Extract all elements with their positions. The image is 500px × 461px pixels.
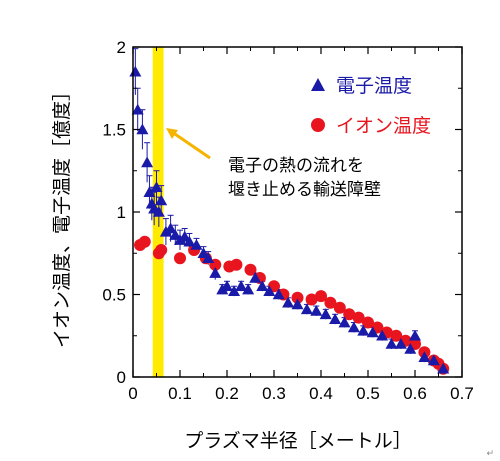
ion-temperature-point [305, 293, 318, 306]
electron-temperature-point [310, 305, 323, 316]
electron-temperature-point [190, 239, 203, 250]
electron-temperature-point [338, 316, 351, 328]
electron-temperature-point [235, 280, 248, 292]
ion-temperature-point [230, 258, 243, 271]
x-tick-label: 0.5 [356, 384, 380, 403]
annotation-line-1: 電子の熱の流れを [228, 156, 364, 176]
electron-temperature-point [418, 351, 431, 362]
electron-temperature-point [221, 280, 233, 292]
electron-temperature-point [164, 222, 177, 234]
points-layer [129, 65, 450, 375]
electron-temperature-point [394, 338, 407, 349]
ion-temperature-point [315, 290, 327, 303]
electron-temperature-point [263, 285, 276, 296]
ion-temperature-point [352, 311, 365, 324]
x-tick-label: 0.7 [450, 384, 474, 403]
electron-temperature-point [242, 283, 255, 295]
electron-temperature-point [366, 326, 379, 338]
plot-frame [132, 46, 463, 378]
electron-temperature-point [129, 65, 142, 77]
annotation-line-2: 堰き止める輸送障壁 [228, 180, 381, 200]
electron-temperature-point [404, 342, 417, 354]
axes-layer [132, 46, 463, 378]
y-axis-title: イオン温度、電子温度［億度］ [51, 82, 73, 348]
electron-temperature-point [209, 267, 222, 278]
electron-temperature-point [141, 156, 154, 168]
electron-temperature-point [291, 298, 304, 310]
x-tick-label: 0.1 [168, 384, 192, 403]
annotation: 電子の熱の流れを 堰き止める輸送障壁 [166, 128, 381, 200]
x-tick-label: 0.2 [215, 384, 239, 403]
ion-temperature-point [174, 252, 186, 265]
y-tick-label: 0 [117, 368, 126, 387]
ion-temperature-point [333, 301, 346, 314]
electron-temperature-point [228, 285, 241, 296]
ion-temperature-point [138, 235, 151, 248]
electron-temperature-point [131, 103, 144, 115]
electron-temperature-point [347, 321, 360, 333]
annotation-arrow-line [171, 130, 211, 160]
electron-temperature-point [329, 313, 342, 325]
electron-temperature-point [152, 206, 165, 217]
y-tick-label: 1 [117, 203, 126, 222]
electron-temperature-point [300, 303, 313, 315]
ion-temperature-point [155, 243, 168, 256]
electron-temperature-point [143, 186, 156, 197]
electron-temperature-point [272, 288, 285, 300]
electron-temperature-point [155, 194, 168, 206]
ion-temperature-point [390, 329, 403, 342]
return-glyph: ↵ [486, 449, 494, 459]
x-tick-label: 0.4 [309, 384, 333, 403]
y-tick-label: 0.5 [102, 286, 126, 305]
electron-temperature-point [256, 280, 269, 292]
x-tick-label: 0 [128, 384, 137, 403]
electron-temperature-point [202, 252, 215, 263]
electron-temperature-point [437, 362, 450, 374]
x-tick-label: 0.3 [262, 384, 286, 403]
electron-temperature-point [319, 308, 332, 320]
legend-triangle-marker [311, 78, 325, 91]
y-tick-label: 2 [117, 38, 126, 57]
legend-circle-marker [311, 118, 325, 132]
electron-temperature-point [357, 324, 370, 336]
ion-temperature-point [244, 263, 257, 276]
electron-temperature-point [427, 354, 440, 366]
legend-label-electron: 電子温度 [336, 75, 412, 97]
electron-temperature-point [385, 338, 398, 349]
electron-temperature-point [150, 181, 163, 193]
legend: 電子温度 イオン温度 [311, 75, 431, 137]
electron-temperature-point [376, 329, 389, 341]
ticks-layer: 0 0.1 0.2 0.3 0.4 0.5 0.6 0.7 0 0.5 1 1.5 2 [102, 38, 473, 403]
y-tick-label: 1.5 [102, 121, 126, 140]
ion-temperature-point [324, 296, 337, 309]
electron-temperature-point [136, 123, 149, 135]
ion-temperature-point [362, 316, 374, 329]
electron-temperature-point [249, 272, 262, 283]
electron-temperature-point [183, 235, 196, 247]
electron-temperature-point [282, 296, 295, 308]
x-tick-label: 0.6 [403, 384, 427, 403]
errorbar-layer [132, 48, 447, 373]
ion-temperature-point [291, 291, 304, 304]
annotation-arrow-head [166, 128, 178, 139]
x-axis-title: プラズマ半径［メートル］ [184, 430, 412, 452]
electron-temperature-point [409, 329, 421, 341]
ion-temperature-point [343, 308, 356, 321]
legend-label-ion: イオン温度 [336, 115, 431, 137]
